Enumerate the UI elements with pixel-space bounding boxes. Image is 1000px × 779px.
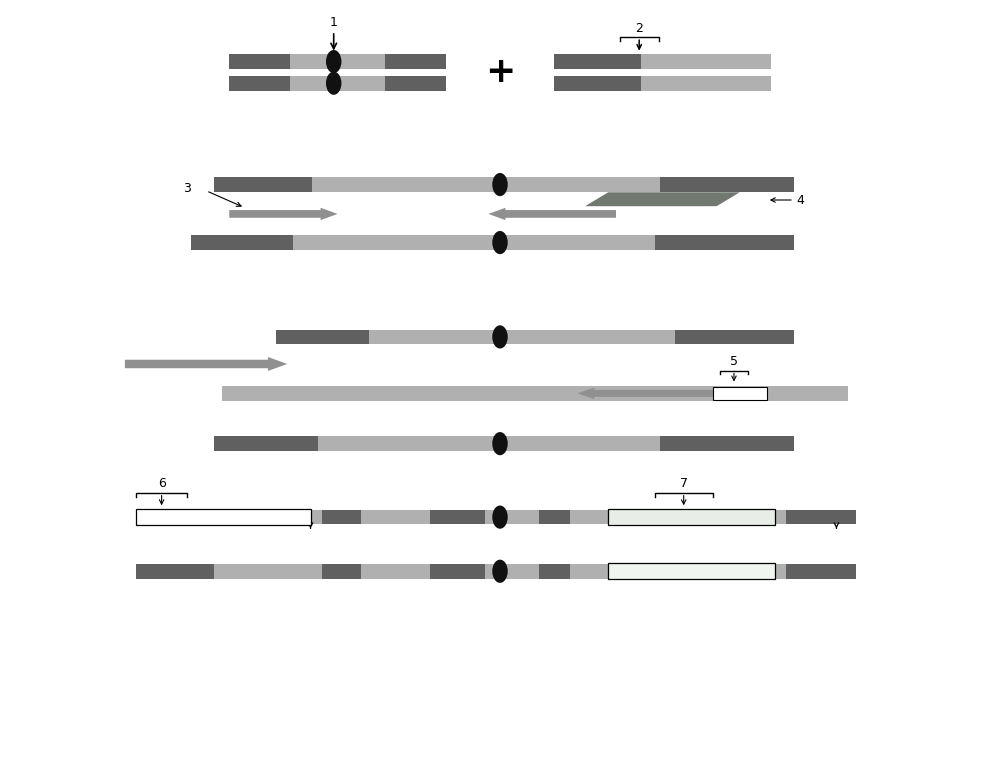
- FancyArrow shape: [125, 357, 287, 371]
- Bar: [641, 55, 771, 69]
- Ellipse shape: [326, 72, 341, 95]
- Bar: [136, 509, 856, 524]
- Ellipse shape: [492, 326, 508, 348]
- Bar: [660, 436, 794, 451]
- Bar: [290, 55, 385, 69]
- Bar: [608, 563, 775, 580]
- Text: 6: 6: [158, 478, 166, 491]
- Bar: [191, 235, 293, 250]
- Bar: [214, 177, 312, 192]
- FancyArrow shape: [229, 208, 338, 220]
- Bar: [430, 509, 485, 524]
- Bar: [318, 436, 660, 451]
- Ellipse shape: [326, 50, 341, 73]
- Bar: [554, 76, 641, 90]
- Bar: [385, 55, 446, 69]
- Bar: [136, 509, 311, 525]
- FancyArrow shape: [577, 388, 740, 399]
- Bar: [136, 564, 856, 579]
- Text: +: +: [485, 55, 515, 90]
- Bar: [554, 55, 641, 69]
- Ellipse shape: [492, 559, 508, 583]
- Text: 5: 5: [730, 355, 738, 368]
- Bar: [660, 177, 794, 192]
- FancyArrow shape: [488, 208, 616, 220]
- Ellipse shape: [492, 231, 508, 254]
- Bar: [608, 509, 775, 525]
- Bar: [276, 330, 369, 344]
- Bar: [229, 55, 290, 69]
- Bar: [641, 76, 771, 90]
- Bar: [430, 564, 485, 579]
- Bar: [136, 564, 856, 579]
- Bar: [786, 509, 856, 524]
- Text: 7: 7: [680, 478, 688, 491]
- Bar: [385, 76, 446, 90]
- Bar: [322, 564, 361, 579]
- Bar: [539, 509, 570, 524]
- Bar: [713, 386, 767, 400]
- Bar: [290, 76, 385, 90]
- Text: 2: 2: [635, 22, 643, 35]
- Ellipse shape: [492, 506, 508, 529]
- Bar: [222, 386, 848, 400]
- Bar: [229, 76, 290, 90]
- Ellipse shape: [492, 173, 508, 196]
- Text: 1: 1: [330, 16, 338, 29]
- Bar: [136, 509, 856, 524]
- Bar: [214, 436, 318, 451]
- Text: 4: 4: [796, 193, 804, 206]
- Bar: [222, 386, 848, 400]
- Bar: [312, 177, 660, 192]
- Bar: [369, 330, 675, 344]
- Bar: [322, 509, 361, 524]
- Bar: [539, 564, 570, 579]
- Bar: [293, 235, 655, 250]
- Bar: [655, 235, 794, 250]
- Bar: [786, 564, 856, 579]
- Bar: [675, 330, 794, 344]
- Bar: [136, 509, 214, 524]
- Polygon shape: [585, 192, 740, 206]
- Bar: [136, 564, 214, 579]
- Text: 3: 3: [183, 182, 191, 195]
- Ellipse shape: [492, 432, 508, 455]
